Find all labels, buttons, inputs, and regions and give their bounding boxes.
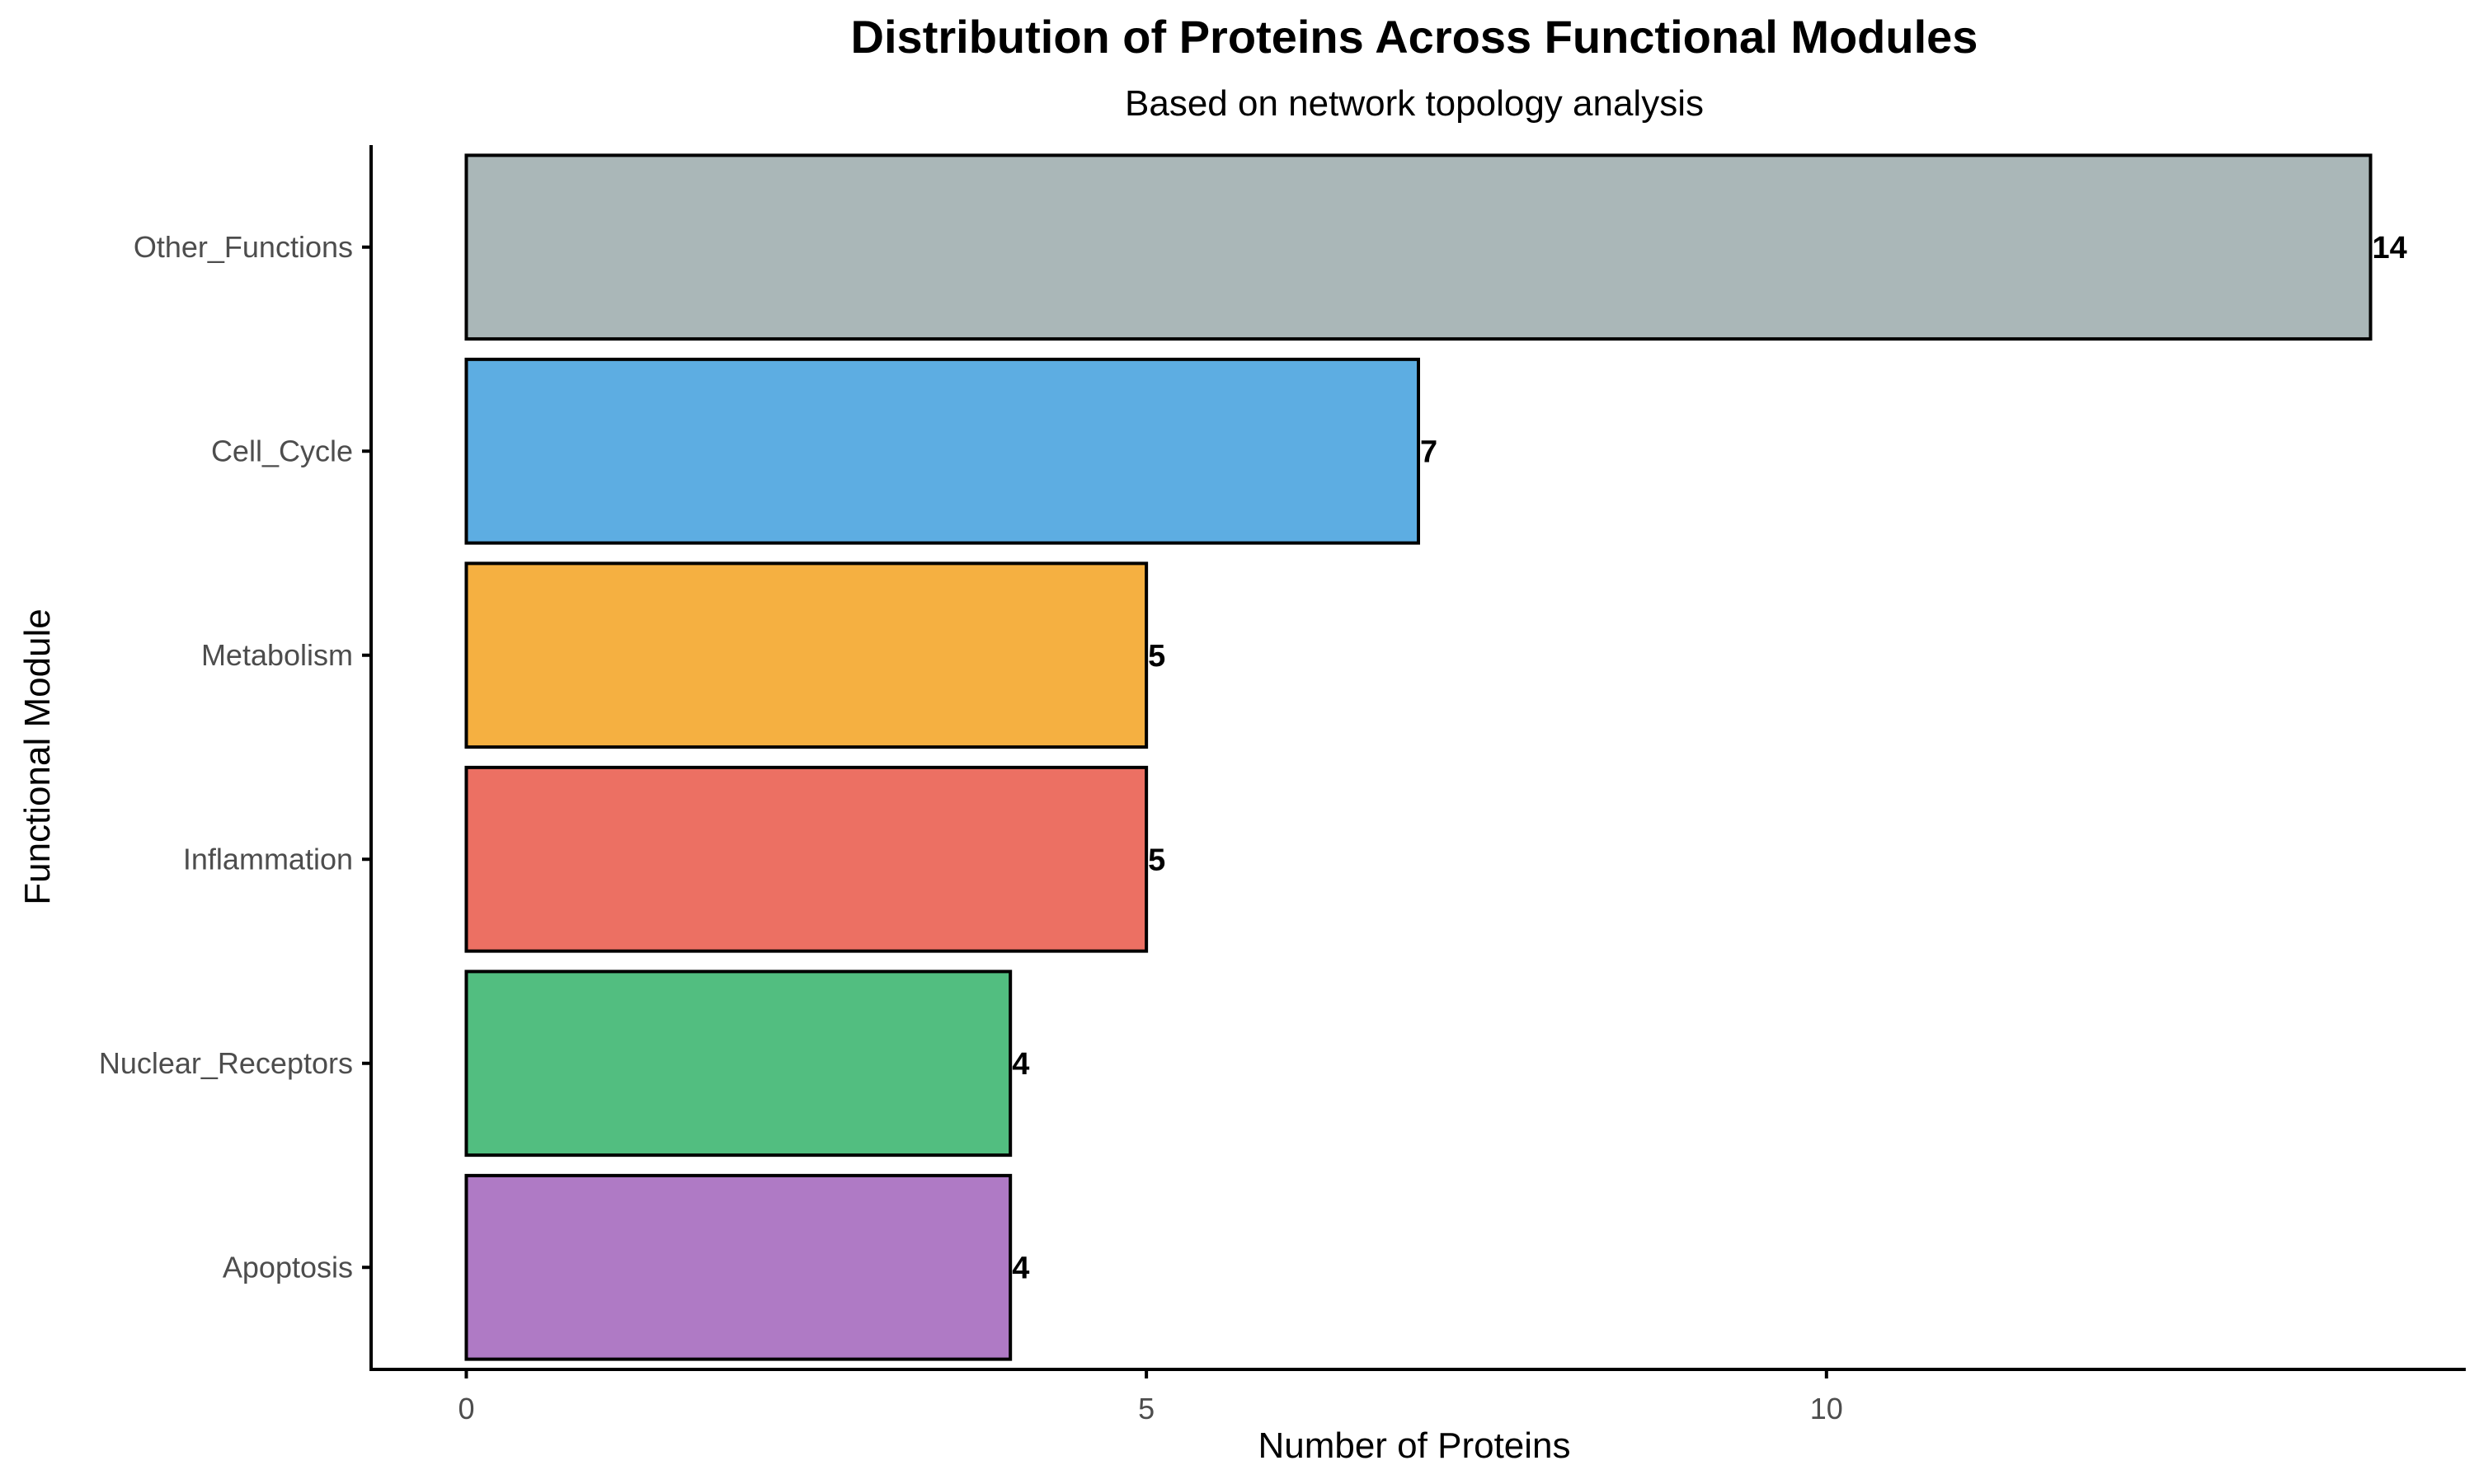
bar-metabolism (464, 561, 1149, 749)
y-tick-label-other-functions: Other_Functions (134, 230, 353, 264)
chart-subtitle: Based on network topology analysis (1125, 83, 1704, 124)
y-tick-label-nuclear-receptors: Nuclear_Receptors (99, 1046, 353, 1080)
data-labels-layer: 14 7 5 5 4 4 (1012, 231, 2407, 1286)
chart-title: Distribution of Proteins Across Function… (851, 11, 1978, 63)
bar-other-functions (464, 153, 2373, 341)
bar-cell-cycle (464, 357, 1420, 545)
y-tick-label-metabolism: Metabolism (201, 638, 353, 672)
bar-apoptosis (464, 1173, 1013, 1361)
x-axis-title: Number of Proteins (1258, 1425, 1570, 1466)
y-tick-label-apoptosis: Apoptosis (223, 1250, 353, 1284)
data-label-cell-cycle: 7 (1420, 434, 1437, 469)
data-label-nuclear-receptors: 4 (1012, 1047, 1029, 1082)
bar-nuclear-receptors (464, 970, 1013, 1158)
y-tick-label-cell-cycle: Cell_Cycle (211, 434, 353, 467)
y-tick-label-inflammation: Inflammation (183, 842, 353, 876)
y-ticks-layer: Other_Functions Cell_Cycle Metabolism Infla… (99, 230, 371, 1284)
bars-layer (464, 153, 2373, 1361)
data-label-metabolism: 5 (1148, 639, 1165, 674)
x-tick-label-5: 5 (1138, 1392, 1155, 1425)
data-label-other-functions: 14 (2373, 231, 2407, 265)
x-tick-label-0: 0 (458, 1392, 474, 1425)
x-ticks-layer: 0 5 10 (458, 1369, 1843, 1425)
data-label-apoptosis: 4 (1012, 1251, 1029, 1285)
y-axis-title: Functional Module (17, 608, 58, 905)
bar-inflammation (464, 765, 1149, 953)
x-tick-label-10: 10 (1810, 1392, 1843, 1425)
data-label-inflammation: 5 (1148, 843, 1165, 877)
